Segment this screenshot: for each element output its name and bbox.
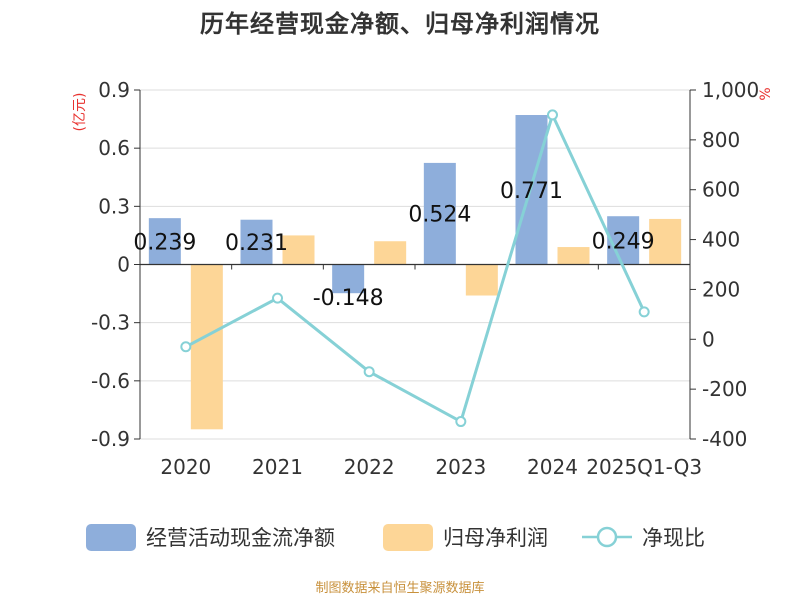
- right-axis-tick-label: 800: [702, 128, 740, 152]
- net-cash-ratio-point: [363, 366, 375, 378]
- left-axis-tick-label: -0.9: [91, 427, 130, 451]
- x-axis-tick-label: 2025Q1-Q3: [586, 455, 702, 479]
- right-axis-tick-label: 1,000: [702, 78, 759, 102]
- line-series-layer: [180, 109, 650, 428]
- left-axis-unit: (亿元): [72, 93, 88, 132]
- x-axis-tick-label: 2022: [344, 455, 395, 479]
- left-axis-tick-label: -0.3: [91, 311, 130, 335]
- net-profit-bar: [465, 264, 498, 296]
- left-axis-tick-label: 0.6: [98, 136, 130, 160]
- net-cash-ratio-point: [638, 306, 650, 318]
- left-axis-tick-label: 0: [117, 253, 130, 277]
- left-axis-tick-label: 0.3: [98, 194, 130, 218]
- cashflow-data-label: -0.148: [313, 286, 384, 311]
- legend-item-net-profit-label: 归母净利润: [443, 526, 548, 550]
- right-axis-tick-label: 600: [702, 178, 740, 202]
- x-axis-tick-label: 2020: [160, 455, 211, 479]
- net-profit-bar: [649, 218, 682, 265]
- net-profit-bar: [282, 235, 315, 265]
- x-axis-tick-label: 2024: [527, 455, 578, 479]
- net-profit-bar: [190, 264, 223, 430]
- net-profit-bar: [374, 241, 407, 265]
- cashflow-data-label: 0.771: [500, 179, 563, 204]
- source-note: 制图数据来自恒生聚源数据库: [315, 581, 485, 596]
- net-cash-ratio-point: [547, 109, 558, 121]
- x-axis-tick-label: 2021: [252, 455, 303, 479]
- right-axis-tick-label: 200: [702, 277, 740, 301]
- right-axis-tick-label: -200: [702, 377, 747, 401]
- cashflow-bar: [148, 218, 181, 265]
- left-axis-tick-label: -0.6: [91, 369, 130, 393]
- net-profit-bar: [557, 247, 590, 265]
- net-cash-ratio-point: [180, 341, 192, 353]
- data-labels-layer: 0.239 0.231 -0.148 0.524 0.771 0.249: [133, 179, 654, 311]
- net-cash-ratio-point: [272, 292, 283, 304]
- right-axis-unit: %: [758, 87, 774, 100]
- left-axis-tick-label: 0.9: [98, 78, 130, 102]
- axes: 0.9 0.6 0.3 0 -0.3 -0.6 -0.9 1,000 800 600 400 200 0…: [72, 78, 774, 479]
- x-axis-tick-label: 2023: [435, 455, 486, 479]
- cashflow-data-label: 0.249: [592, 229, 655, 254]
- cashflow-data-label: 0.524: [408, 203, 471, 228]
- bar-series-layer: [148, 115, 682, 430]
- net-cash-ratio-point: [455, 416, 467, 428]
- chart-title: 历年经营现金净额、归母净利润情况: [200, 10, 600, 38]
- legend-item-cashflow-label: 经营活动现金流净额: [146, 526, 335, 550]
- cashflow-data-label: 0.239: [133, 230, 196, 255]
- net-cash-ratio-line: [185, 110, 646, 424]
- legend: 经营活动现金流净额 归母净利润 净现比: [86, 524, 705, 551]
- cashflow-bar: [332, 264, 365, 294]
- legend-item-net-cash-ratio-swatch-marker: [596, 526, 618, 548]
- legend-item-net-cash-ratio-label: 净现比: [642, 526, 705, 550]
- legend-item-net-profit-swatch: [383, 524, 433, 551]
- legend-item-cashflow-swatch: [86, 524, 136, 551]
- right-axis-tick-label: -400: [702, 427, 747, 451]
- cashflow-data-label: 0.231: [225, 231, 288, 256]
- right-axis-tick-label: 0: [702, 327, 715, 351]
- cashflow-bar: [423, 162, 456, 265]
- right-axis-tick-label: 400: [702, 228, 740, 252]
- cashflow-bar: [240, 219, 273, 265]
